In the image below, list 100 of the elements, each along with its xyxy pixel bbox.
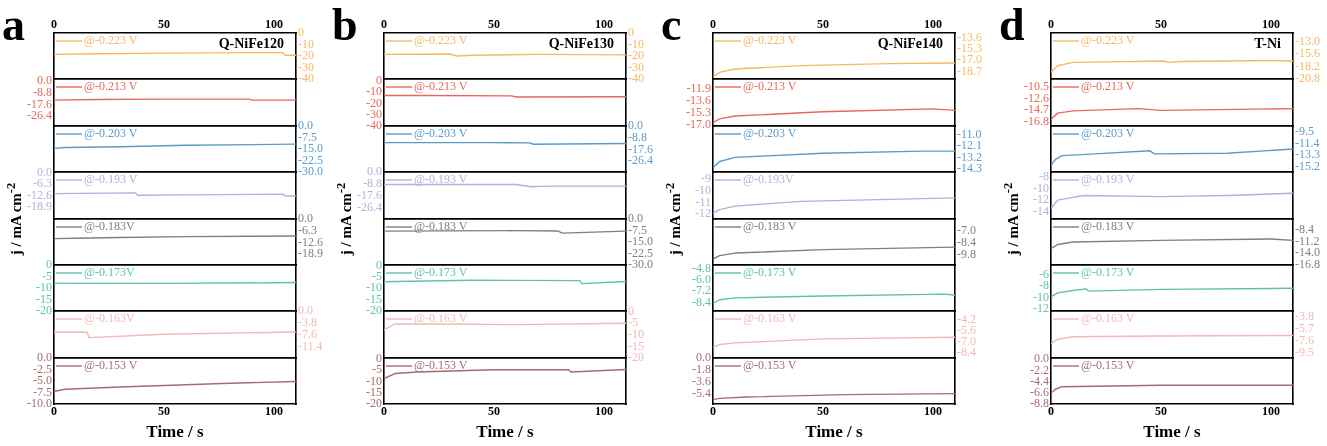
y2-tick-label: -20 bbox=[628, 350, 644, 365]
y2-tick-label: -14.0 bbox=[1295, 245, 1320, 260]
x-axis-title: Time / s bbox=[1143, 422, 1201, 442]
y-tick-label: -11 bbox=[695, 194, 711, 209]
y2-tick-label: -13.0 bbox=[1295, 34, 1320, 49]
y2-tick-label: -11.0 bbox=[957, 126, 982, 141]
y2-tick-label: -14.3 bbox=[957, 161, 982, 176]
legend-label: @-0.163 V bbox=[414, 311, 468, 326]
y2-tick-label: -26.4 bbox=[628, 153, 653, 168]
x-tick-label: 50 bbox=[158, 404, 170, 419]
x-tick-label: 50 bbox=[1155, 404, 1167, 419]
y-tick-label: 0.0 bbox=[367, 164, 382, 179]
x-axis-title: Time / s bbox=[805, 422, 863, 442]
y-tick-label: -12.6 bbox=[1024, 90, 1049, 105]
chart-title: d bbox=[999, 0, 1025, 50]
legend-label: @-0.153 V bbox=[1081, 358, 1135, 373]
y-tick-label: -40 bbox=[366, 118, 382, 133]
x-tick-label: 100 bbox=[1262, 404, 1280, 419]
y2-tick-label: -13.6 bbox=[957, 29, 982, 44]
annotation: Q-NiFe130 bbox=[548, 36, 614, 52]
y-tick-label: 0 bbox=[376, 257, 382, 272]
legend-label: @-0.223 V bbox=[1081, 33, 1135, 48]
x-tick-label: 100 bbox=[595, 404, 613, 419]
chart-title: c bbox=[661, 0, 682, 50]
legend-label: @-0.223 V bbox=[743, 33, 797, 48]
y2-tick-label: -5 bbox=[628, 315, 638, 330]
annotation: Q-NiFe120 bbox=[218, 36, 284, 52]
y2-tick-label: -12.6 bbox=[298, 234, 323, 249]
legend-label: @-0.173 V bbox=[414, 265, 468, 280]
y-tick-label: -3.6 bbox=[692, 374, 711, 389]
y2-tick-label: -5.7 bbox=[1295, 320, 1314, 335]
x2-tick-label: 50 bbox=[817, 16, 829, 31]
y2-tick-label: -15.6 bbox=[1295, 46, 1320, 61]
legend-label: @-0.213 V bbox=[743, 79, 797, 94]
y-tick-label: -5.4 bbox=[692, 386, 711, 401]
y-tick-label: -1.8 bbox=[692, 362, 711, 377]
x2-tick-label: 100 bbox=[265, 16, 283, 31]
y2-tick-label: -40 bbox=[298, 71, 314, 86]
x-tick-label: 50 bbox=[817, 404, 829, 419]
y2-tick-label: -17.6 bbox=[628, 141, 653, 156]
legend-label: @-0.163V bbox=[84, 311, 136, 326]
y2-tick-label: 0.0 bbox=[298, 303, 313, 318]
annotation: T-Ni bbox=[1254, 36, 1281, 52]
y2-tick-label: -18.2 bbox=[1295, 58, 1320, 73]
legend-label: @-0.153 V bbox=[84, 358, 138, 373]
legend-label: @-0.173 V bbox=[1081, 265, 1135, 280]
legend-label: @-0.163 V bbox=[743, 311, 797, 326]
legend-label: @-0.153 V bbox=[414, 358, 468, 373]
y2-tick-label: -10 bbox=[628, 327, 644, 341]
y2-tick-label: -9.5 bbox=[1295, 344, 1314, 359]
legend-label: @-0.193V bbox=[743, 172, 795, 187]
x2-tick-label: 100 bbox=[595, 16, 613, 31]
legend-label: @-0.183 V bbox=[743, 219, 797, 234]
legend-label: @-0.213 V bbox=[1081, 79, 1135, 94]
y-tick-label: -6 bbox=[1039, 266, 1049, 281]
y-tick-label: -20 bbox=[36, 303, 52, 318]
y2-tick-label: -30.0 bbox=[298, 164, 323, 179]
y-tick-label: -15.3 bbox=[686, 105, 711, 120]
legend-label: @-0.193 V bbox=[84, 172, 138, 187]
y2-tick-label: -15 bbox=[628, 338, 644, 353]
y2-tick-label: -7.0 bbox=[957, 223, 976, 238]
annotation: Q-NiFe140 bbox=[877, 36, 943, 52]
x-tick-label: 50 bbox=[488, 404, 500, 419]
y2-tick-label: -16.8 bbox=[1295, 257, 1320, 272]
x2-tick-label: 100 bbox=[1262, 16, 1280, 31]
chart-title: a bbox=[2, 0, 25, 50]
y-tick-label: -20 bbox=[366, 396, 382, 411]
legend-label: @-0.163 V bbox=[1081, 311, 1135, 326]
legend-label: @-0.173 V bbox=[743, 265, 797, 280]
y2-tick-label: -20.8 bbox=[1295, 71, 1320, 86]
legend-label: @-0.223 V bbox=[84, 33, 138, 48]
y2-tick-label: -40 bbox=[628, 71, 644, 86]
y-tick-label: -13.6 bbox=[686, 93, 711, 108]
y2-tick-label: 0 bbox=[628, 303, 634, 318]
y-tick-label: -26.4 bbox=[27, 108, 52, 123]
y-tick-label: 0.0 bbox=[696, 350, 711, 365]
y-tick-label: -10.0 bbox=[27, 396, 52, 411]
y2-tick-label: -30.0 bbox=[628, 257, 653, 272]
legend-label: @-0.183V bbox=[84, 219, 136, 234]
y-tick-label: -20 bbox=[366, 303, 382, 318]
y-tick-label: -11.9 bbox=[686, 81, 711, 96]
y-tick-label: -4.8 bbox=[692, 260, 711, 275]
y2-tick-label: -3.8 bbox=[1295, 308, 1314, 323]
y-tick-label: 0.0 bbox=[37, 164, 52, 179]
legend-label: @-0.173V bbox=[84, 265, 136, 280]
legend-label: @-0.223 V bbox=[414, 33, 468, 48]
legend-label: @-0.183 V bbox=[1081, 219, 1135, 234]
y-tick-label: -17.0 bbox=[686, 117, 711, 132]
y2-tick-label: -7.6 bbox=[1295, 332, 1314, 347]
series-label: @-0.193 V bbox=[414, 172, 468, 187]
y-tick-label: -17.6 bbox=[27, 96, 52, 111]
y-tick-label: -10.5 bbox=[1024, 78, 1049, 93]
legend-label: @-0.203 V bbox=[1081, 126, 1135, 141]
y-tick-label: -14.7 bbox=[1024, 102, 1049, 117]
chart-title: b bbox=[332, 0, 358, 50]
y2-tick-label: -4.2 bbox=[957, 311, 976, 326]
y-tick-label: -12 bbox=[695, 206, 711, 221]
legend-label: @-0.203 V bbox=[84, 126, 138, 141]
x-axis-title: Time / s bbox=[476, 422, 534, 442]
y2-tick-label: -18.9 bbox=[298, 246, 323, 261]
